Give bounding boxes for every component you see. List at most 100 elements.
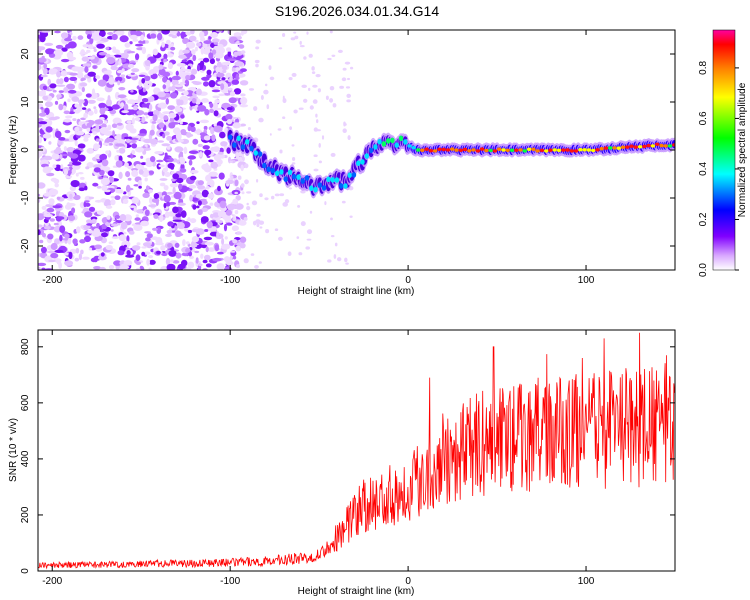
noise-blob [105,205,113,209]
noise-blob [172,173,180,180]
noise-blob [309,210,313,214]
noise-blob [145,185,150,191]
noise-blob [265,83,268,87]
noise-blob [152,114,158,122]
noise-blob [225,209,232,216]
noise-blob [40,246,47,254]
noise-blob [54,244,58,249]
noise-blob [337,49,343,54]
noise-blob [54,183,59,188]
noise-blob [181,252,190,257]
noise-blob [231,79,240,85]
noise-blob [162,133,166,139]
noise-blob [98,30,106,37]
noise-blob [194,39,199,43]
noise-blob [64,240,68,244]
spec-y-tick-label: -10 [20,190,31,205]
noise-blob [227,58,237,62]
noise-blob [171,75,181,81]
noise-blob [38,193,41,197]
noise-blob [215,66,221,73]
noise-blob [231,225,239,231]
ridge-core [253,150,258,156]
noise-blob [86,147,95,154]
noise-blob [110,65,118,71]
noise-blob [214,244,220,252]
noise-blob [90,216,98,221]
noise-blob [161,30,170,35]
noise-blob [196,42,202,47]
noise-blob [77,154,86,162]
noise-blob [142,242,152,247]
noise-blob [235,41,239,44]
noise-blob [188,184,197,189]
noise-blob [183,146,188,154]
ridge-core [514,148,519,152]
noise-blob [226,203,236,211]
noise-blob [198,152,203,158]
noise-blob [264,197,269,201]
colorbar-ticks: 0.0 0.2 0.4 0.6 0.8 [698,61,739,277]
noise-blob [91,231,101,238]
noise-blob [344,61,351,65]
noise-blob [200,36,206,42]
noise-blob [208,36,212,40]
ridge-core [321,185,327,191]
noise-blob [145,237,151,242]
noise-blob [212,146,221,153]
noise-blob [162,84,167,90]
ridge-core [420,148,425,152]
noise-blob [138,74,146,78]
noise-blob [42,68,48,75]
noise-blob [111,217,115,221]
noise-blob [259,226,263,229]
snr-panel: -200 -100 0 100 0 200 400 600 800 Height of stra… [8,329,676,597]
noise-blob [219,131,226,139]
noise-blob [192,204,197,210]
noise-blob [187,229,192,234]
noise-blob [208,247,215,252]
noise-blob [224,243,230,248]
noise-blob [53,148,62,155]
noise-blob [63,110,70,115]
noise-blob [74,126,80,132]
noise-blob [106,56,116,65]
noise-blob [140,155,144,159]
noise-blob [186,241,190,245]
noise-blob [67,89,77,94]
noise-blob [146,258,151,266]
noise-blob [175,230,182,237]
noise-blob [188,150,199,154]
noise-blob [228,87,233,91]
noise-blob [217,151,224,155]
ridge-core [620,145,626,149]
noise-blob [148,170,155,175]
noise-blob [116,70,124,74]
noise-blob [196,64,201,72]
noise-blob [215,30,223,33]
noise-blob [184,228,189,232]
noise-blob [315,74,321,78]
ridge-core [437,147,442,151]
noise-blob [205,246,209,253]
noise-blob [146,233,153,239]
ridge-core [531,147,536,151]
noise-blob [221,238,225,246]
noise-blob [341,77,347,82]
noise-blob [157,107,162,112]
snr-x-tick-label: -100 [220,576,240,587]
noise-blob [156,227,162,234]
noise-blob [303,98,308,103]
noise-blob [238,44,245,49]
noise-blob [247,127,251,131]
noise-blob [301,84,308,89]
noise-blob [221,77,226,81]
noise-blob [212,212,220,218]
noise-blob [114,91,120,100]
noise-blob [41,205,47,210]
noise-blob [38,30,41,33]
noise-blob [151,236,159,240]
noise-blob [96,40,105,44]
noise-blob [332,103,337,108]
